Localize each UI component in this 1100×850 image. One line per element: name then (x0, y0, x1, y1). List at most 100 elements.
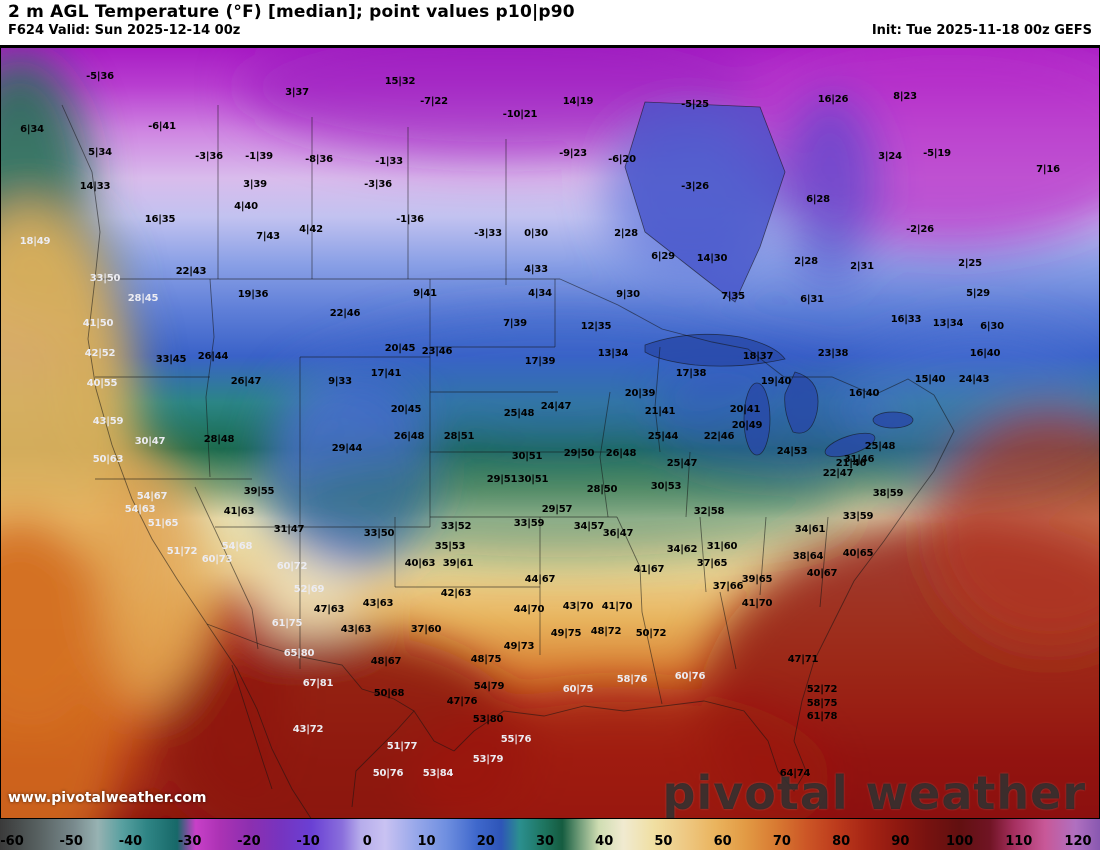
pacific-coastline (61, 104, 312, 818)
point-value: 2|28 (614, 228, 638, 239)
colorbar-tick-label: 80 (832, 834, 851, 849)
point-value: 48|72 (590, 626, 622, 637)
point-value: 50|72 (635, 628, 667, 639)
point-value: 49|73 (503, 641, 535, 652)
colorbar-tick-label: 100 (945, 834, 974, 849)
point-value: 39|61 (442, 558, 474, 569)
point-value: 18|37 (742, 351, 774, 362)
watermark-url: www.pivotalweather.com (8, 790, 207, 806)
lake-huron (784, 371, 819, 434)
point-value: -3|36 (195, 151, 223, 162)
point-value: 7|16 (1036, 164, 1060, 175)
colorbar-tick-label: 90 (891, 834, 910, 849)
point-value: 17|41 (370, 368, 402, 379)
state-border (719, 591, 737, 670)
header: 2 m AGL Temperature (°F) [median]; point… (0, 0, 1100, 45)
point-value: 58|76 (616, 674, 648, 685)
point-value: 37|65 (696, 558, 728, 569)
point-value: -1|33 (375, 156, 403, 167)
point-value: 33|50 (89, 273, 121, 284)
point-value: 53|80 (472, 714, 504, 725)
point-value: 20|49 (731, 420, 763, 431)
point-value: 41|67 (633, 564, 665, 575)
point-value: 17|38 (675, 368, 707, 379)
init-time-label: Init: Tue 2025-11-18 00z GEFS (871, 23, 1092, 38)
point-value: 48|67 (370, 656, 402, 667)
point-value: 40|67 (806, 568, 838, 579)
point-value: 30|51 (517, 474, 549, 485)
point-value: 4|40 (234, 201, 258, 212)
point-value: 24|53 (776, 446, 808, 457)
point-value: 34|61 (794, 524, 826, 535)
point-value: 23|38 (817, 348, 849, 359)
point-value: 26|48 (393, 431, 425, 442)
point-value: 6|30 (980, 321, 1004, 332)
point-value: 67|81 (302, 678, 334, 689)
point-value: 43|72 (292, 724, 324, 735)
point-value: 41|70 (741, 598, 773, 609)
state-border (599, 391, 611, 518)
point-value: 61|75 (271, 618, 303, 629)
point-value: 25|48 (864, 441, 896, 452)
point-value: 33|59 (842, 511, 874, 522)
point-value: 22|43 (175, 266, 207, 277)
point-value: 43|59 (92, 416, 124, 427)
state-border (819, 516, 829, 608)
point-value: 16|40 (848, 388, 880, 399)
point-value: 33|50 (363, 528, 395, 539)
point-value: 41|50 (82, 318, 114, 329)
point-value: -1|39 (245, 151, 273, 162)
state-border (194, 486, 259, 650)
point-value: 2|28 (794, 256, 818, 267)
point-value: 35|53 (434, 541, 466, 552)
point-value: 34|62 (666, 544, 698, 555)
point-value: 50|63 (92, 454, 124, 465)
point-value: 13|34 (932, 318, 964, 329)
point-value: 54|67 (136, 491, 168, 502)
point-value: 58|75 (806, 698, 838, 709)
point-value: 4|42 (299, 224, 323, 235)
point-value: 25|48 (503, 408, 535, 419)
point-value: 52|69 (293, 584, 325, 595)
point-values-layer: -5|36 3|37 15|32 -7|22 -10|21 14|19 -5|25 16|26… (0, 47, 1100, 818)
point-value: 51|77 (386, 741, 418, 752)
point-value: -1|36 (396, 214, 424, 225)
map-title: 2 m AGL Temperature (°F) [median]; point… (8, 2, 575, 22)
point-value: 60|76 (674, 671, 706, 682)
point-value: 5|34 (88, 147, 112, 158)
point-value: 6|34 (20, 124, 44, 135)
point-value: 65|80 (283, 648, 315, 659)
point-value: 33|59 (513, 518, 545, 529)
point-value: 28|45 (127, 293, 159, 304)
point-value: 39|65 (741, 574, 773, 585)
colorbar-tick-label: 0 (362, 834, 372, 849)
point-value: 30|51 (511, 451, 543, 462)
point-value: -6|20 (608, 154, 636, 165)
point-value: 20|39 (624, 388, 656, 399)
point-value: 64|74 (779, 768, 811, 779)
point-value: 28|50 (586, 484, 618, 495)
point-value: 19|40 (760, 376, 792, 387)
point-value: -5|36 (86, 71, 114, 82)
water-bodies (624, 101, 914, 458)
point-value: 28|51 (443, 431, 475, 442)
point-value: 39|55 (243, 486, 275, 497)
point-value: 12|35 (580, 321, 612, 332)
point-value: 31|46 (843, 454, 875, 465)
point-value: 14|30 (696, 253, 728, 264)
point-value: 24|47 (540, 401, 572, 412)
point-value: 33|52 (440, 521, 472, 532)
point-value: 37|66 (712, 581, 744, 592)
us-canada-border-east (559, 278, 935, 396)
atlantic-gulf-coastline (453, 394, 955, 792)
point-value: 7|39 (503, 318, 527, 329)
point-value: 16|33 (890, 314, 922, 325)
point-value: 54|68 (221, 541, 253, 552)
point-value: 6|29 (651, 251, 675, 262)
point-value: 17|39 (524, 356, 556, 367)
point-value: 54|79 (473, 681, 505, 692)
point-value: 15|32 (384, 76, 416, 87)
point-value: 3|39 (243, 179, 267, 190)
state-border (616, 516, 643, 613)
